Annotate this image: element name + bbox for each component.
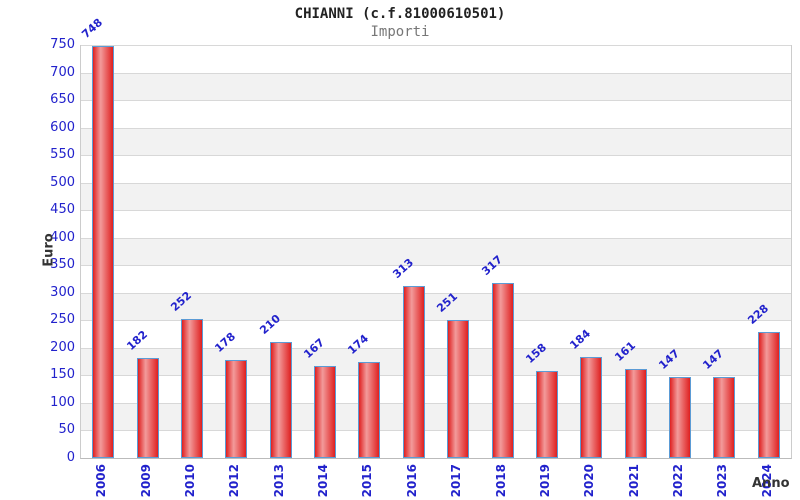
gridline <box>81 100 791 102</box>
y-tick-label: 650 <box>50 92 75 108</box>
x-tick-label: 2023 <box>715 464 730 498</box>
bar <box>180 319 203 458</box>
gridline <box>81 182 791 184</box>
y-tick-label: 200 <box>50 339 75 355</box>
y-tick-label: 250 <box>50 312 75 328</box>
x-tick-label: 2016 <box>404 464 419 498</box>
bar <box>136 357 159 458</box>
y-tick-label: 100 <box>50 394 75 410</box>
y-axis-title: Euro <box>41 233 57 267</box>
gridline <box>81 45 791 46</box>
plot-band <box>81 72 791 101</box>
x-tick-label: 2009 <box>138 464 153 498</box>
bar <box>402 285 425 458</box>
x-tick-label: 2012 <box>227 464 242 498</box>
x-tick-label: 2017 <box>449 464 464 498</box>
bar <box>225 359 248 458</box>
gridline <box>81 292 791 294</box>
y-tick-label: 0 <box>66 450 75 465</box>
y-tick-label: 300 <box>50 284 75 300</box>
x-tick-label: 2021 <box>626 464 641 498</box>
y-tick-label: 500 <box>50 174 75 190</box>
bar <box>624 369 647 458</box>
plot-band <box>81 237 791 266</box>
gridline <box>81 430 791 432</box>
bar <box>358 362 381 458</box>
x-tick-label: 2013 <box>271 464 286 498</box>
chart-subtitle: Importi <box>370 24 430 40</box>
y-tick-label: 550 <box>50 147 75 163</box>
x-tick-label: 2020 <box>582 464 597 498</box>
plot-band <box>81 292 791 321</box>
y-tick-label: 750 <box>50 37 75 52</box>
x-tick-label: 2019 <box>537 464 552 498</box>
gridline <box>81 72 791 74</box>
bar <box>269 342 292 458</box>
plot-band <box>81 127 791 156</box>
x-axis-title: Anno <box>752 476 790 491</box>
bar <box>447 319 470 458</box>
bar <box>92 46 115 458</box>
x-tick-label: 2010 <box>182 464 197 498</box>
bar <box>580 356 603 458</box>
x-tick-label: 2006 <box>94 464 109 498</box>
plot-area <box>80 45 792 459</box>
y-tick-label: 350 <box>50 257 75 273</box>
bar <box>535 371 558 458</box>
gridline <box>81 375 791 377</box>
y-tick-label: 150 <box>50 367 75 383</box>
gridline <box>81 210 791 212</box>
plot-band <box>81 182 791 211</box>
y-tick-label: 50 <box>58 422 75 438</box>
gridline <box>81 237 791 239</box>
y-tick-label: 450 <box>50 202 75 218</box>
gridline <box>81 347 791 349</box>
chart-title: CHIANNI (c.f.81000610501) <box>294 6 506 22</box>
x-tick-label: 2014 <box>316 464 331 498</box>
bar <box>713 377 736 458</box>
bar <box>757 332 780 458</box>
gridline <box>81 320 791 322</box>
y-tick-label: 600 <box>50 119 75 135</box>
bar <box>669 377 692 458</box>
x-tick-label: 2015 <box>360 464 375 498</box>
bar <box>491 283 514 458</box>
y-tick-label: 700 <box>50 64 75 80</box>
x-tick-label: 2022 <box>671 464 686 498</box>
gridline <box>81 127 791 129</box>
x-tick-label: 2018 <box>493 464 508 498</box>
gridline <box>81 265 791 267</box>
y-tick-label: 400 <box>50 229 75 245</box>
bar <box>314 366 337 458</box>
gridline <box>81 155 791 157</box>
gridline <box>81 402 791 404</box>
